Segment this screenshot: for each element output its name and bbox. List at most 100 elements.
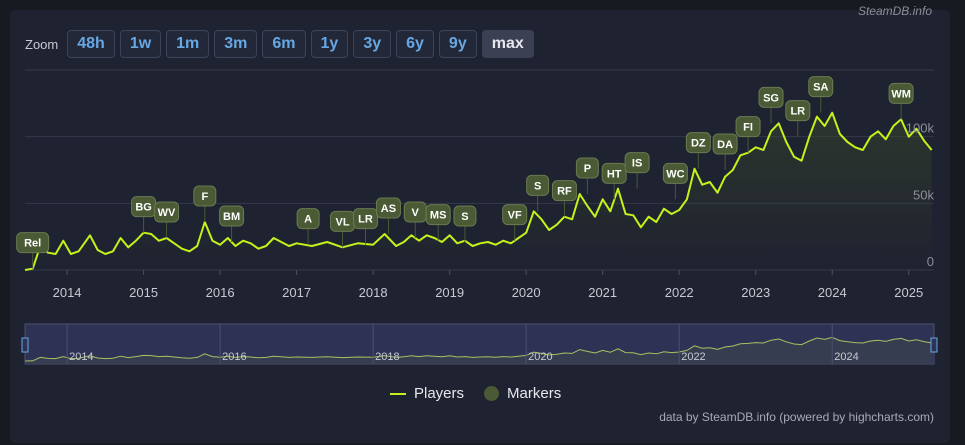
marker-badge — [758, 86, 784, 108]
marker-label: V — [412, 207, 420, 219]
legend-markers-label: Markers — [507, 385, 562, 402]
marker-badge — [352, 208, 378, 230]
marker-badge — [16, 232, 50, 254]
marker-flag: AS — [375, 197, 401, 234]
marker-flag: SG — [758, 86, 784, 124]
y-tick-label: 100k — [906, 121, 935, 136]
marker-flag: RF — [551, 180, 577, 217]
zoom-6m-button[interactable]: 6m — [262, 30, 306, 58]
marker-label: RF — [557, 186, 572, 198]
x-tick-label: 2025 — [894, 285, 923, 300]
navigator-year-label: 2022 — [681, 351, 705, 363]
marker-label: S — [461, 211, 468, 223]
zoom-1y-button[interactable]: 1y — [310, 30, 349, 58]
marker-flag: IS — [624, 152, 650, 189]
zoom-bar: Zoom 48h 1w 1m 3m 6m 1y 3y 6y 9y max — [25, 30, 534, 58]
x-tick-label: 2015 — [129, 285, 158, 300]
x-tick-label: 2020 — [512, 285, 541, 300]
players-area — [25, 112, 932, 270]
y-tick-label: 0 — [927, 254, 934, 269]
markers-dot-icon — [484, 386, 500, 401]
zoom-48h-button[interactable]: 48h — [67, 30, 115, 58]
x-tick-label: 2016 — [206, 285, 235, 300]
navigator-year-label: 2024 — [834, 351, 858, 363]
marker-badge — [685, 132, 711, 154]
marker-label: VF — [508, 210, 522, 222]
players-line-icon — [390, 392, 406, 395]
players-series-line — [24, 111, 933, 271]
marker-label: BG — [135, 202, 152, 214]
navigator-series-line — [24, 336, 932, 362]
marker-flag: BM — [219, 205, 245, 242]
chart-frame: SteamDB.info Zoom 48h 1w 1m 3m 6m 1y 3y … — [10, 4, 950, 443]
marker-flag: DZ — [685, 132, 711, 169]
legend: Players Markers — [390, 385, 561, 402]
marker-flag: VL — [330, 210, 356, 248]
marker-label: SG — [763, 92, 779, 104]
marker-badge — [662, 162, 688, 184]
marker-label: DZ — [691, 138, 706, 150]
zoom-1m-button[interactable]: 1m — [166, 30, 210, 58]
marker-flag: LR — [352, 208, 378, 245]
marker-flag: LR — [785, 100, 811, 137]
x-tick-label: 2022 — [665, 285, 694, 300]
marker-badge — [551, 180, 577, 202]
legend-players[interactable]: Players — [390, 385, 464, 402]
marker-badge — [601, 162, 627, 184]
marker-label: FI — [743, 122, 753, 134]
marker-badge — [502, 204, 528, 226]
marker-label: DA — [717, 139, 733, 151]
navigator-left-handle[interactable] — [21, 337, 29, 353]
marker-label: WM — [891, 88, 911, 100]
marker-flag: A — [296, 208, 320, 245]
x-tick-label: 2017 — [282, 285, 311, 300]
marker-flag: FI — [735, 116, 761, 153]
marker-badge — [425, 204, 451, 226]
zoom-3y-button[interactable]: 3y — [353, 30, 392, 58]
marker-flag: P — [575, 157, 599, 194]
legend-markers[interactable]: Markers — [484, 385, 561, 402]
marker-badge — [624, 152, 650, 174]
marker-label: VL — [336, 216, 350, 228]
navigator-year-label: 2014 — [69, 351, 93, 363]
zoom-max-button[interactable]: max — [481, 30, 534, 58]
marker-flag: WV — [154, 201, 180, 238]
marker-badge — [154, 201, 180, 223]
zoom-3m-button[interactable]: 3m — [214, 30, 258, 58]
marker-badge — [735, 116, 761, 138]
marker-badge — [785, 100, 811, 122]
marker-label: SA — [813, 82, 828, 94]
zoom-label: Zoom — [25, 36, 59, 52]
marker-flag: WC — [662, 162, 688, 200]
marker-flag: BG — [131, 196, 157, 233]
marker-label: IS — [632, 158, 642, 170]
navigator-right-handle[interactable] — [930, 337, 938, 353]
marker-badge — [193, 185, 217, 207]
marker-label: BM — [223, 211, 240, 223]
navigator-year-label: 2018 — [375, 351, 399, 363]
marker-badge — [375, 197, 401, 219]
zoom-9y-button[interactable]: 9y — [438, 30, 477, 58]
credit-text: data by SteamDB.info (powered by highcha… — [659, 410, 934, 424]
marker-badge — [219, 205, 245, 227]
marker-badge — [575, 157, 599, 179]
zoom-6y-button[interactable]: 6y — [396, 30, 434, 58]
marker-flag: WM — [888, 82, 914, 120]
x-tick-label: 2023 — [741, 285, 770, 300]
marker-label: WC — [666, 168, 684, 180]
marker-badge — [808, 76, 834, 98]
marker-flag: VF — [502, 204, 528, 241]
marker-flag: SA — [808, 76, 834, 113]
marker-label: LR — [358, 214, 373, 226]
marker-label: WV — [158, 207, 176, 219]
x-tick-label: 2014 — [53, 285, 82, 300]
marker-flag: S — [526, 174, 550, 212]
zoom-1w-button[interactable]: 1w — [119, 30, 162, 58]
marker-badge — [526, 174, 550, 196]
marker-label: A — [304, 214, 312, 226]
marker-label: AS — [381, 203, 396, 215]
player-chart: 2014 2015 2016 2017 2018 2019 2020 2021 2022 2023… — [16, 69, 938, 365]
marker-flag: HT — [601, 162, 627, 200]
y-tick-label: 50k — [913, 187, 934, 202]
marker-flag: MS — [425, 204, 451, 241]
